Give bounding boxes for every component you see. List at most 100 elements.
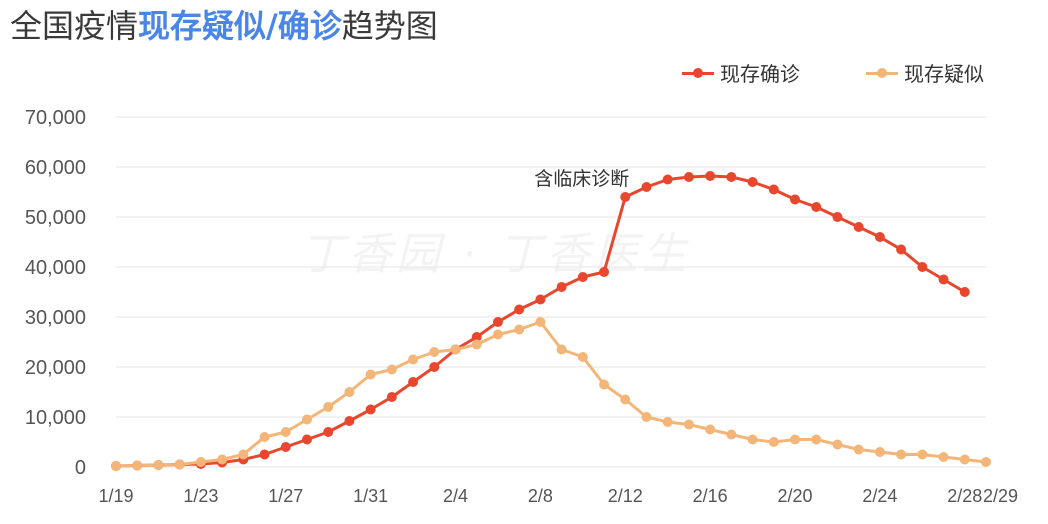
data-point-confirmed bbox=[917, 262, 928, 272]
data-point-suspected bbox=[492, 329, 503, 340]
chart-title: 全国疫情现存疑似/确诊趋势图 bbox=[10, 4, 438, 48]
data-point-suspected bbox=[323, 402, 334, 412]
data-point-confirmed bbox=[853, 222, 864, 232]
data-point-suspected bbox=[408, 354, 419, 365]
title-highlight-suspected: 现存疑似 bbox=[138, 7, 267, 45]
legend-marker-suspected bbox=[866, 67, 898, 78]
data-point-suspected bbox=[111, 461, 121, 471]
data-point-suspected bbox=[790, 434, 801, 445]
data-point-suspected bbox=[238, 449, 249, 460]
data-point-confirmed bbox=[811, 202, 822, 212]
y-tick-label: 30,000 bbox=[25, 307, 86, 329]
data-point-suspected bbox=[450, 344, 461, 355]
legend-dot-confirmed bbox=[693, 67, 703, 78]
x-tick-label: 1/23 bbox=[183, 486, 218, 506]
data-point-suspected bbox=[259, 432, 270, 442]
x-tick-label: 1/19 bbox=[98, 486, 133, 506]
data-point-confirmed bbox=[790, 194, 801, 205]
data-point-suspected bbox=[641, 412, 652, 422]
x-tick-label: 2/4 bbox=[443, 486, 468, 506]
data-point-confirmed bbox=[344, 416, 355, 426]
data-point-suspected bbox=[365, 369, 376, 380]
data-point-confirmed bbox=[492, 317, 503, 327]
data-point-suspected bbox=[747, 434, 758, 445]
data-point-confirmed bbox=[471, 332, 482, 342]
data-point-confirmed bbox=[323, 427, 334, 437]
data-point-confirmed bbox=[832, 212, 843, 222]
chart-legend: 现存确诊 现存疑似 bbox=[682, 58, 984, 87]
data-point-suspected bbox=[132, 460, 143, 471]
title-highlight-confirmed: 确诊 bbox=[277, 7, 342, 45]
data-point-confirmed bbox=[280, 442, 291, 452]
data-point-confirmed bbox=[429, 362, 440, 372]
data-point-suspected bbox=[811, 434, 822, 445]
data-point-suspected bbox=[981, 457, 991, 467]
data-point-suspected bbox=[556, 344, 567, 355]
data-point-suspected bbox=[896, 449, 907, 460]
data-point-confirmed bbox=[662, 174, 673, 185]
data-point-confirmed bbox=[408, 377, 419, 387]
x-tick-label: 2/12 bbox=[608, 486, 643, 506]
data-point-confirmed bbox=[556, 282, 567, 292]
data-point-confirmed bbox=[386, 392, 397, 402]
data-point-confirmed bbox=[938, 274, 949, 285]
data-point-confirmed bbox=[535, 294, 546, 305]
data-point-confirmed bbox=[301, 434, 312, 445]
data-point-confirmed bbox=[259, 449, 270, 460]
watermark-logo: 丁香园 · 丁香医生 bbox=[300, 229, 690, 280]
data-point-confirmed bbox=[959, 287, 970, 297]
data-point-suspected bbox=[195, 457, 206, 467]
x-tick-label: 2/20 bbox=[778, 486, 813, 506]
annotation-label: 含临床诊断 bbox=[534, 168, 629, 190]
data-point-suspected bbox=[917, 449, 928, 460]
data-point-suspected bbox=[662, 417, 673, 427]
data-point-confirmed bbox=[641, 182, 652, 192]
series-line-suspected bbox=[115, 320, 987, 468]
data-point-suspected bbox=[217, 454, 228, 465]
legend-label-confirmed: 现存确诊 bbox=[720, 62, 800, 86]
data-point-confirmed bbox=[705, 171, 716, 181]
legend-dot-suspected bbox=[877, 67, 887, 78]
data-point-suspected bbox=[344, 387, 355, 397]
data-point-suspected bbox=[514, 324, 525, 335]
data-point-suspected bbox=[174, 459, 185, 470]
title-prefix: 全国疫情 bbox=[10, 7, 139, 45]
data-point-suspected bbox=[599, 379, 610, 390]
legend-item-suspected[interactable]: 现存疑似 bbox=[866, 58, 984, 87]
data-point-suspected bbox=[577, 352, 588, 362]
data-point-suspected bbox=[683, 419, 694, 430]
data-point-confirmed bbox=[599, 267, 610, 277]
data-point-suspected bbox=[153, 460, 164, 470]
data-point-suspected bbox=[705, 424, 716, 435]
data-point-confirmed bbox=[365, 404, 376, 415]
data-point-confirmed bbox=[514, 304, 525, 315]
data-point-suspected bbox=[620, 394, 631, 405]
x-tick-label: 2/28 bbox=[947, 486, 982, 506]
data-point-suspected bbox=[959, 454, 970, 465]
data-point-suspected bbox=[726, 429, 737, 440]
x-tick-label: 1/27 bbox=[268, 486, 303, 506]
data-point-confirmed bbox=[768, 184, 779, 195]
data-point-suspected bbox=[938, 452, 949, 462]
data-point-confirmed bbox=[683, 172, 694, 182]
y-tick-label: 20,000 bbox=[25, 357, 86, 379]
data-point-confirmed bbox=[896, 244, 907, 255]
data-point-suspected bbox=[386, 364, 397, 375]
x-tick-label: 2/16 bbox=[693, 486, 728, 506]
data-point-suspected bbox=[853, 444, 864, 455]
data-point-suspected bbox=[471, 339, 482, 350]
data-point-suspected bbox=[429, 347, 440, 357]
data-point-suspected bbox=[832, 439, 843, 450]
data-point-suspected bbox=[535, 317, 546, 327]
data-point-suspected bbox=[768, 437, 779, 447]
y-tick-label: 10,000 bbox=[25, 407, 86, 429]
legend-item-confirmed[interactable]: 现存确诊 bbox=[682, 58, 800, 87]
y-tick-label: 40,000 bbox=[25, 257, 86, 279]
data-point-suspected bbox=[280, 427, 291, 437]
data-point-confirmed bbox=[577, 272, 588, 282]
data-point-confirmed bbox=[620, 192, 631, 202]
data-point-confirmed bbox=[747, 177, 758, 187]
y-tick-label: 70,000 bbox=[25, 107, 86, 129]
data-point-confirmed bbox=[726, 172, 737, 182]
